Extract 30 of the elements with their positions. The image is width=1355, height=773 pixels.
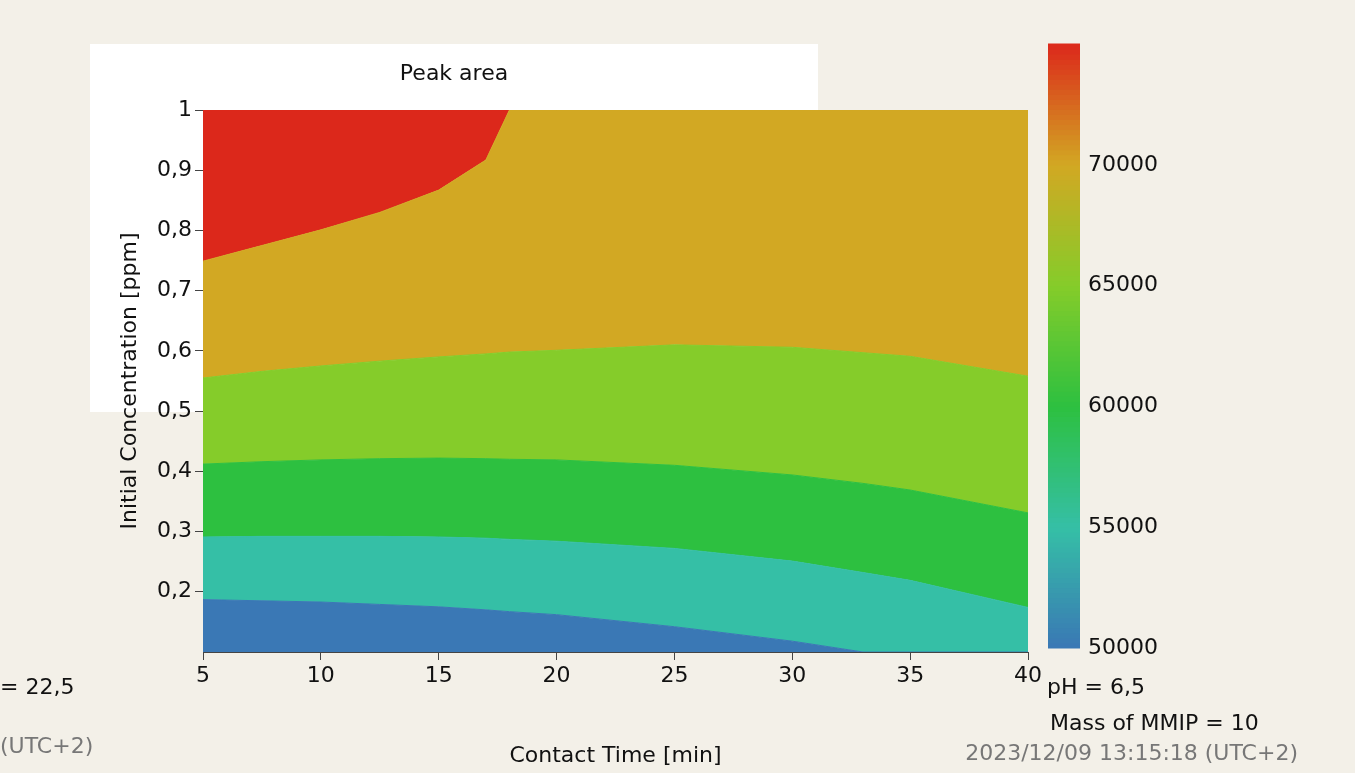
color-bar-label: 50000 <box>1088 633 1158 659</box>
color-bar-label: 55000 <box>1088 512 1158 538</box>
y-tick-label: 1 <box>178 95 192 121</box>
text: Mass of MMIP = 10 <box>1050 710 1259 735</box>
y-tick-label: 0,7 <box>157 276 192 302</box>
y-tick-label: 0,9 <box>157 155 192 181</box>
text: = 22,5 <box>0 674 75 699</box>
y-axis-title: Initial Concentration [ppm] <box>115 232 141 530</box>
x-tick-label: 30 <box>778 661 807 687</box>
y-tick-label: 0,4 <box>157 457 192 483</box>
x-tick-label: 15 <box>424 661 453 687</box>
y-tick-label: 0,2 <box>157 577 192 603</box>
y-tick-label: 0,6 <box>157 336 192 362</box>
color-bar-label: 60000 <box>1088 392 1158 418</box>
x-tick-label: 40 <box>1014 661 1042 687</box>
y-tick-label: 0,5 <box>157 396 192 422</box>
x-tick-label: 25 <box>660 661 689 687</box>
color-bar-label: 65000 <box>1088 271 1158 297</box>
x-tick-label: 5 <box>196 661 210 687</box>
y-tick-label: 0,3 <box>157 517 192 543</box>
x-tick-label: 20 <box>542 661 571 687</box>
x-axis-title: Contact Time [min] <box>509 741 722 767</box>
chart-title: Peak area <box>399 59 509 85</box>
text: (UTC+2) <box>0 733 94 758</box>
x-tick-label: 10 <box>306 661 335 687</box>
y-tick-label: 0,8 <box>157 216 192 242</box>
color-bar-label: 70000 <box>1088 150 1158 176</box>
x-tick-label: 35 <box>896 661 925 687</box>
text: 2023/12/09 13:15:18 (UTC+2) <box>965 740 1298 765</box>
text: pH = 6,5 <box>1047 674 1145 699</box>
